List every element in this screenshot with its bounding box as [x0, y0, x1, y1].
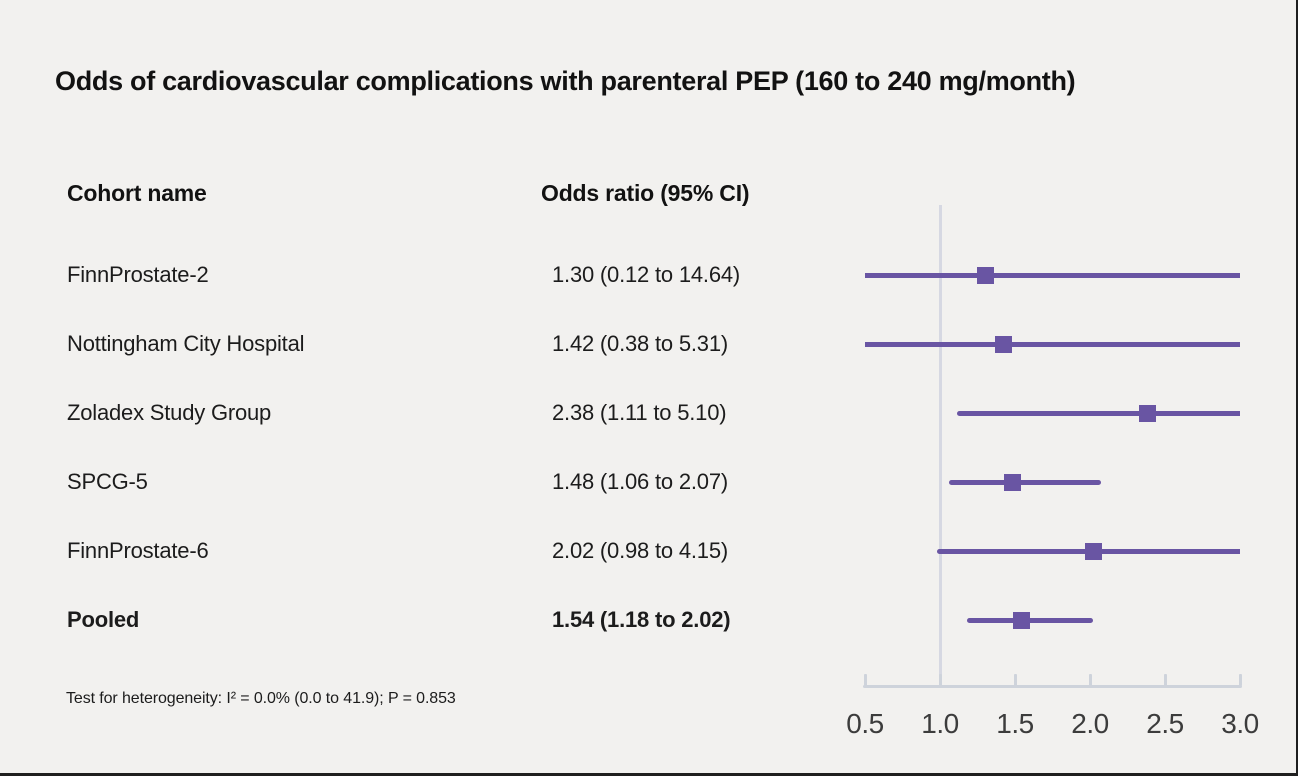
cohort-label: FinnProstate-2	[67, 262, 209, 287]
confidence-interval-line	[956, 410, 1240, 416]
x-axis-line	[863, 685, 1242, 688]
confidence-interval-line	[967, 617, 1093, 623]
point-estimate-marker	[976, 266, 994, 284]
heterogeneity-note: Test for heterogeneity: I² = 0.0% (0.0 t…	[66, 690, 456, 707]
x-axis-tick	[938, 674, 942, 686]
confidence-interval-line	[949, 479, 1101, 485]
column-header-odds-ratio: Odds ratio (95% CI)	[541, 180, 750, 206]
point-estimate-marker	[1084, 542, 1102, 560]
x-axis-tick	[1163, 674, 1167, 686]
x-axis-tick-label: 2.0	[1071, 708, 1109, 739]
x-axis-tick	[1013, 674, 1017, 686]
x-axis-tick-label: 3.0	[1221, 708, 1259, 739]
cohort-label: FinnProstate-6	[67, 538, 209, 563]
odds-ratio-value: 1.54 (1.18 to 2.02)	[552, 607, 731, 632]
odds-ratio-value: 1.30 (0.12 to 14.64)	[552, 262, 741, 287]
chart-title: Odds of cardiovascular complications wit…	[55, 66, 1076, 96]
odds-ratio-value: 2.02 (0.98 to 4.15)	[552, 538, 728, 563]
cohort-label: SPCG-5	[67, 469, 148, 494]
cohort-label: Nottingham City Hospital	[67, 331, 305, 356]
x-axis-tick-label: 1.5	[996, 708, 1034, 739]
odds-ratio-value: 1.42 (0.38 to 5.31)	[552, 331, 728, 356]
x-axis-tick-label: 0.5	[846, 708, 884, 739]
point-estimate-marker	[1138, 404, 1156, 422]
odds-ratio-value: 2.38 (1.11 to 5.10)	[552, 400, 727, 425]
odds-ratio-value: 1.48 (1.06 to 2.07)	[552, 469, 728, 494]
x-axis-tick	[863, 674, 867, 686]
cohort-label: Zoladex Study Group	[67, 400, 272, 425]
x-axis-tick	[1088, 674, 1092, 686]
point-estimate-marker	[994, 335, 1012, 353]
reference-line	[938, 205, 942, 688]
confidence-interval-line	[865, 341, 1240, 347]
x-axis-tick	[1238, 674, 1242, 686]
point-estimate-marker	[1012, 611, 1030, 629]
x-axis-tick-label: 2.5	[1146, 708, 1184, 739]
cohort-label: Pooled	[67, 607, 140, 632]
x-axis-tick-label: 1.0	[921, 708, 959, 739]
confidence-interval-line	[865, 272, 1240, 278]
point-estimate-marker	[1003, 473, 1021, 491]
column-header-cohort: Cohort name	[67, 180, 207, 206]
